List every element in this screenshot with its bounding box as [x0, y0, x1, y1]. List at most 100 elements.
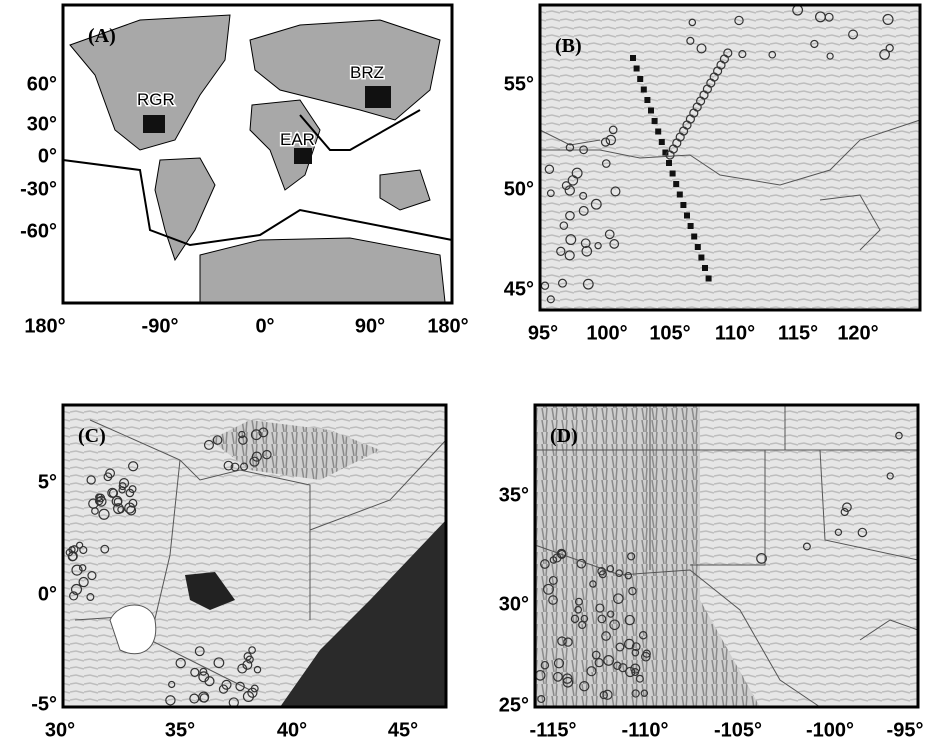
event-marker	[600, 137, 611, 147]
event-marker	[194, 646, 205, 657]
event-marker	[562, 673, 573, 684]
x-tick-label: 115°	[778, 322, 818, 344]
event-square	[694, 244, 701, 250]
event-square	[640, 86, 647, 93]
event-marker	[111, 495, 123, 507]
event-marker	[203, 439, 214, 450]
mountains	[535, 405, 760, 707]
region-box	[365, 86, 391, 108]
event-marker	[108, 488, 119, 498]
event-square	[637, 76, 644, 82]
event-marker	[86, 593, 95, 602]
event-marker	[540, 559, 550, 569]
event-marker	[242, 690, 255, 703]
event-marker	[605, 134, 617, 146]
event-marker	[576, 558, 587, 569]
event-marker	[624, 571, 633, 580]
x-tick-label: -95°	[887, 719, 924, 741]
y-tick-label: 45°	[504, 278, 534, 300]
event-marker	[625, 666, 636, 678]
event-marker	[579, 145, 589, 155]
x-tick-label: 95°	[528, 322, 558, 344]
event-square	[633, 65, 640, 72]
event-marker	[802, 542, 811, 551]
event-marker	[886, 472, 894, 480]
event-marker	[602, 689, 613, 700]
event-square	[655, 128, 662, 135]
event-marker	[230, 462, 240, 472]
event-marker	[128, 461, 139, 472]
y-tick-label: 30°	[499, 593, 529, 615]
event-marker	[630, 663, 641, 674]
map-frame	[61, 403, 448, 709]
event-marker	[199, 693, 210, 703]
region-label: BRZ	[350, 63, 384, 82]
event-marker	[624, 638, 635, 650]
event-marker	[738, 50, 747, 59]
region-label: RGR	[137, 90, 175, 109]
event-square	[705, 275, 712, 282]
event-marker	[540, 660, 550, 670]
event-marker	[594, 241, 602, 250]
event-square	[669, 170, 676, 177]
event-square	[673, 181, 680, 187]
event-square	[698, 254, 705, 261]
y-tick-label: 0°	[38, 583, 57, 605]
event-marker	[810, 39, 819, 49]
event-marker	[591, 650, 601, 660]
event-marker	[834, 528, 843, 536]
y-tick-label: 5°	[38, 471, 57, 493]
event-marker	[688, 18, 697, 27]
south-america	[154, 157, 216, 262]
event-marker	[128, 498, 138, 508]
event-marker	[212, 435, 223, 445]
event-marker	[238, 430, 246, 439]
plate-boundary	[62, 109, 453, 247]
event-markers	[534, 431, 903, 704]
event-marker	[642, 649, 651, 658]
event-marker	[198, 671, 210, 683]
event-square	[702, 265, 708, 271]
border	[534, 405, 919, 708]
event-marker	[105, 468, 116, 479]
x-tick-label: 45°	[388, 719, 418, 741]
event-marker	[70, 583, 83, 595]
event-marker	[213, 657, 225, 669]
event-marker	[613, 593, 624, 604]
event-marker	[604, 229, 615, 240]
x-tick-label: 105°	[649, 322, 690, 344]
event-marker	[238, 435, 248, 445]
border	[74, 419, 447, 691]
event-marker	[249, 456, 260, 467]
event-marker	[571, 167, 583, 179]
event-marker	[76, 541, 84, 549]
event-marker	[175, 657, 186, 669]
event-marker	[564, 250, 575, 261]
x-tick-label: 30°	[45, 719, 75, 741]
event-marker	[126, 505, 137, 516]
x-tick-label: 180°	[24, 315, 65, 337]
event-marker	[696, 43, 707, 54]
event-marker	[640, 689, 649, 697]
event-square	[684, 212, 690, 219]
event-marker	[589, 580, 597, 588]
panel-label: (B)	[555, 35, 582, 57]
event-marker	[631, 689, 640, 698]
event-marker	[756, 553, 767, 564]
x-tick-label: -105°	[714, 719, 762, 741]
border	[540, 119, 921, 186]
eurasia	[249, 19, 441, 121]
event-marker	[609, 239, 620, 249]
event-marker	[618, 663, 628, 673]
event-marker	[250, 429, 262, 441]
event-marker	[627, 552, 636, 561]
event-square	[676, 191, 683, 198]
event-marker	[70, 545, 79, 554]
event-marker	[544, 164, 555, 174]
event-square	[662, 149, 669, 156]
x-tick-label: 100°	[586, 322, 627, 344]
y-tick-label: 35°	[499, 484, 529, 506]
event-marker	[574, 605, 583, 614]
event-marker	[223, 460, 234, 471]
event-marker	[580, 614, 589, 623]
